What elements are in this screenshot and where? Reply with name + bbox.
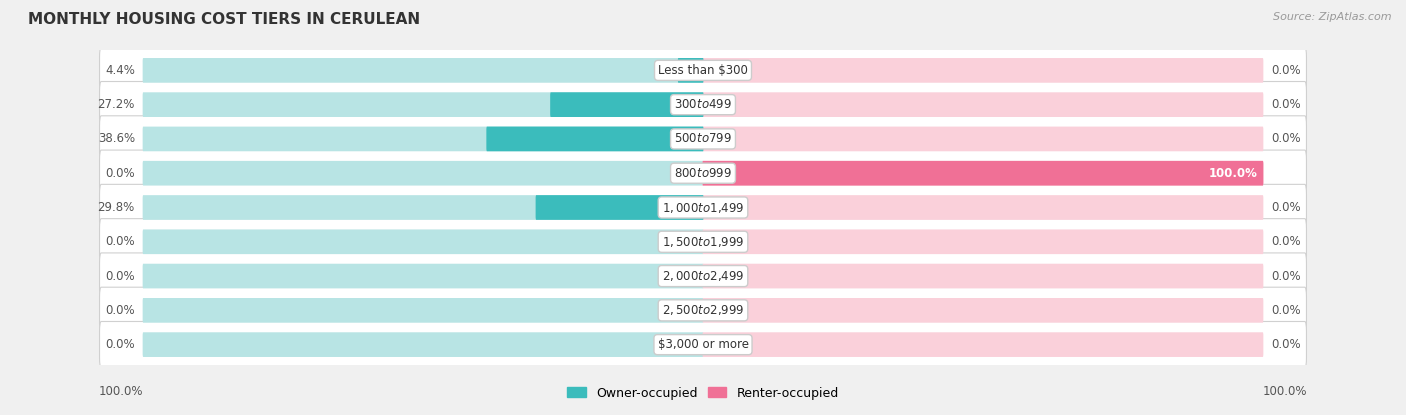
- Text: 0.0%: 0.0%: [1271, 235, 1301, 248]
- FancyBboxPatch shape: [100, 47, 1306, 93]
- FancyBboxPatch shape: [100, 287, 1306, 334]
- Text: 0.0%: 0.0%: [1271, 304, 1301, 317]
- Text: 0.0%: 0.0%: [105, 270, 135, 283]
- Text: 100.0%: 100.0%: [1208, 167, 1257, 180]
- Legend: Owner-occupied, Renter-occupied: Owner-occupied, Renter-occupied: [562, 382, 844, 405]
- FancyBboxPatch shape: [100, 150, 1306, 196]
- FancyBboxPatch shape: [100, 253, 1306, 299]
- FancyBboxPatch shape: [142, 127, 703, 151]
- Text: $500 to $799: $500 to $799: [673, 132, 733, 145]
- Text: Source: ZipAtlas.com: Source: ZipAtlas.com: [1274, 12, 1392, 22]
- Text: $3,000 or more: $3,000 or more: [658, 338, 748, 351]
- Text: 0.0%: 0.0%: [105, 304, 135, 317]
- FancyBboxPatch shape: [100, 184, 1306, 231]
- FancyBboxPatch shape: [703, 127, 1264, 151]
- Text: 0.0%: 0.0%: [1271, 132, 1301, 145]
- Text: 0.0%: 0.0%: [105, 338, 135, 351]
- FancyBboxPatch shape: [142, 58, 703, 83]
- FancyBboxPatch shape: [550, 92, 703, 117]
- FancyBboxPatch shape: [703, 229, 1264, 254]
- FancyBboxPatch shape: [142, 161, 703, 186]
- FancyBboxPatch shape: [703, 92, 1264, 117]
- FancyBboxPatch shape: [486, 127, 703, 151]
- FancyBboxPatch shape: [142, 195, 703, 220]
- Text: 0.0%: 0.0%: [1271, 338, 1301, 351]
- Text: MONTHLY HOUSING COST TIERS IN CERULEAN: MONTHLY HOUSING COST TIERS IN CERULEAN: [28, 12, 420, 27]
- FancyBboxPatch shape: [703, 332, 1264, 357]
- FancyBboxPatch shape: [703, 161, 1264, 186]
- FancyBboxPatch shape: [678, 58, 703, 83]
- Text: $2,000 to $2,499: $2,000 to $2,499: [662, 269, 744, 283]
- FancyBboxPatch shape: [142, 92, 703, 117]
- FancyBboxPatch shape: [142, 332, 703, 357]
- Text: 29.8%: 29.8%: [97, 201, 135, 214]
- FancyBboxPatch shape: [100, 116, 1306, 162]
- FancyBboxPatch shape: [142, 298, 703, 323]
- FancyBboxPatch shape: [142, 264, 703, 288]
- Text: $1,500 to $1,999: $1,500 to $1,999: [662, 235, 744, 249]
- Text: 0.0%: 0.0%: [105, 167, 135, 180]
- Text: $800 to $999: $800 to $999: [673, 167, 733, 180]
- Text: 0.0%: 0.0%: [105, 235, 135, 248]
- FancyBboxPatch shape: [100, 81, 1306, 128]
- Text: $2,500 to $2,999: $2,500 to $2,999: [662, 303, 744, 317]
- FancyBboxPatch shape: [703, 58, 1264, 83]
- FancyBboxPatch shape: [100, 322, 1306, 368]
- FancyBboxPatch shape: [703, 161, 1264, 186]
- Text: 4.4%: 4.4%: [105, 64, 135, 77]
- Text: 100.0%: 100.0%: [1263, 386, 1308, 398]
- FancyBboxPatch shape: [703, 195, 1264, 220]
- FancyBboxPatch shape: [142, 229, 703, 254]
- Text: 27.2%: 27.2%: [97, 98, 135, 111]
- Text: $1,000 to $1,499: $1,000 to $1,499: [662, 200, 744, 215]
- Text: 100.0%: 100.0%: [98, 386, 143, 398]
- Text: 0.0%: 0.0%: [1271, 270, 1301, 283]
- FancyBboxPatch shape: [703, 264, 1264, 288]
- Text: 38.6%: 38.6%: [97, 132, 135, 145]
- FancyBboxPatch shape: [703, 298, 1264, 323]
- Text: 0.0%: 0.0%: [1271, 201, 1301, 214]
- FancyBboxPatch shape: [100, 219, 1306, 265]
- Text: $300 to $499: $300 to $499: [673, 98, 733, 111]
- Text: Less than $300: Less than $300: [658, 64, 748, 77]
- Text: 0.0%: 0.0%: [1271, 98, 1301, 111]
- Text: 0.0%: 0.0%: [1271, 64, 1301, 77]
- FancyBboxPatch shape: [536, 195, 703, 220]
